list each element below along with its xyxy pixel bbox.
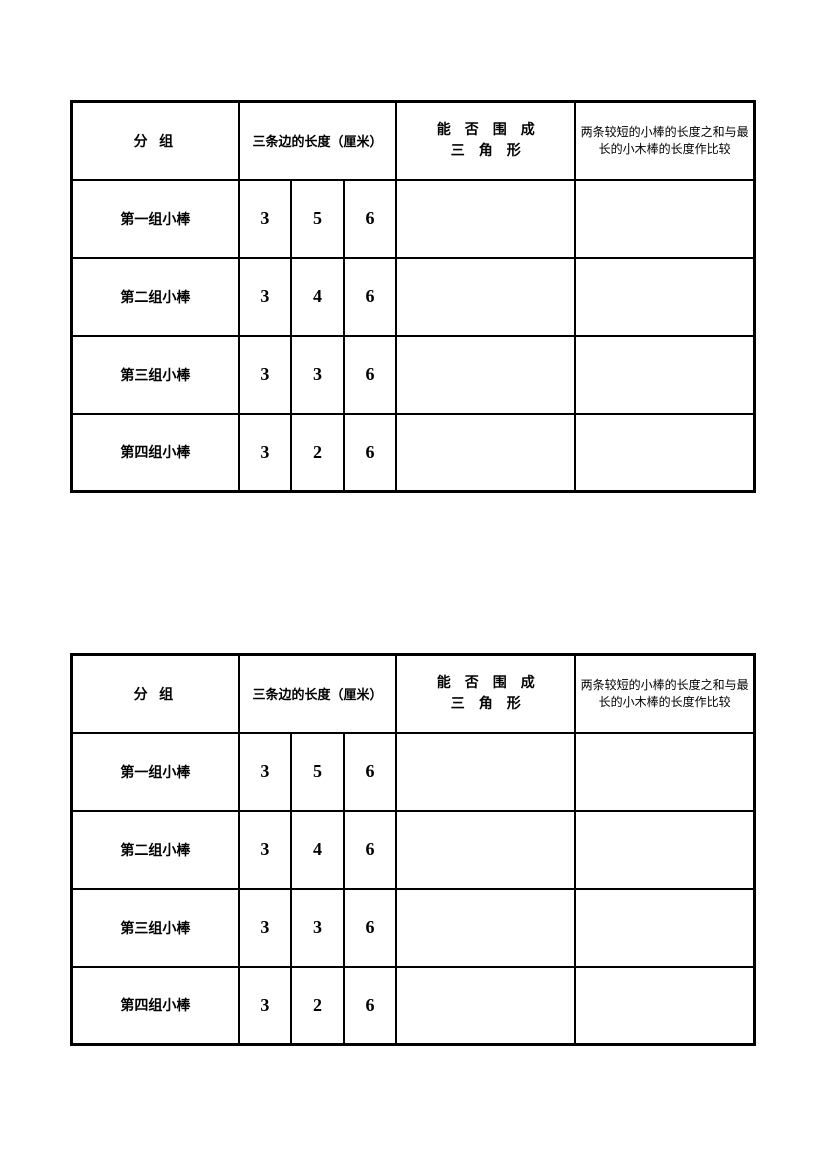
cell-c: 6	[344, 258, 397, 336]
cell-a: 3	[239, 811, 292, 889]
cell-b: 3	[291, 336, 344, 414]
cell-triangle	[396, 180, 575, 258]
header-group: 分 组	[72, 102, 239, 180]
table-row: 第二组小棒 3 4 6	[72, 811, 755, 889]
cell-c: 6	[344, 733, 397, 811]
cell-c: 6	[344, 180, 397, 258]
cell-a: 3	[239, 180, 292, 258]
cell-c: 6	[344, 889, 397, 967]
table-1: 分 组 三条边的长度（厘米） 能 否 围 成 三 角 形 两条较短的小棒的长度之…	[70, 100, 756, 493]
table-row: 第三组小棒 3 3 6	[72, 889, 755, 967]
cell-compare	[575, 811, 754, 889]
header-triangle-line1: 能 否 围 成	[437, 123, 535, 138]
cell-c: 6	[344, 967, 397, 1045]
cell-a: 3	[239, 258, 292, 336]
cell-a: 3	[239, 967, 292, 1045]
table-row: 第四组小棒 3 2 6	[72, 967, 755, 1045]
row-label: 第二组小棒	[72, 258, 239, 336]
header-lengths: 三条边的长度（厘米）	[239, 655, 397, 733]
row-label: 第四组小棒	[72, 967, 239, 1045]
table-row: 第二组小棒 3 4 6	[72, 258, 755, 336]
cell-a: 3	[239, 414, 292, 492]
row-label: 第四组小棒	[72, 414, 239, 492]
cell-b: 2	[291, 967, 344, 1045]
table-2: 分 组 三条边的长度（厘米） 能 否 围 成 三 角 形 两条较短的小棒的长度之…	[70, 653, 756, 1046]
cell-b: 4	[291, 811, 344, 889]
cell-b: 4	[291, 258, 344, 336]
row-label: 第一组小棒	[72, 180, 239, 258]
cell-a: 3	[239, 336, 292, 414]
header-triangle-line2: 三 角 形	[451, 697, 521, 712]
cell-b: 2	[291, 414, 344, 492]
row-label: 第三组小棒	[72, 336, 239, 414]
header-triangle: 能 否 围 成 三 角 形	[396, 102, 575, 180]
cell-triangle	[396, 967, 575, 1045]
cell-triangle	[396, 733, 575, 811]
table-header-row: 分 组 三条边的长度（厘米） 能 否 围 成 三 角 形 两条较短的小棒的长度之…	[72, 655, 755, 733]
table-row: 第一组小棒 3 5 6	[72, 733, 755, 811]
row-label: 第三组小棒	[72, 889, 239, 967]
cell-b: 5	[291, 180, 344, 258]
cell-triangle	[396, 811, 575, 889]
cell-a: 3	[239, 733, 292, 811]
cell-c: 6	[344, 811, 397, 889]
table-row: 第四组小棒 3 2 6	[72, 414, 755, 492]
header-group: 分 组	[72, 655, 239, 733]
cell-triangle	[396, 336, 575, 414]
cell-b: 5	[291, 733, 344, 811]
cell-compare	[575, 889, 754, 967]
cell-compare	[575, 967, 754, 1045]
table-header-row: 分 组 三条边的长度（厘米） 能 否 围 成 三 角 形 两条较短的小棒的长度之…	[72, 102, 755, 180]
cell-compare	[575, 258, 754, 336]
table-row: 第一组小棒 3 5 6	[72, 180, 755, 258]
cell-compare	[575, 180, 754, 258]
cell-triangle	[396, 258, 575, 336]
header-compare: 两条较短的小棒的长度之和与最长的小木棒的长度作比较	[575, 655, 754, 733]
header-triangle-line2: 三 角 形	[451, 144, 521, 159]
triangle-table-1: 分 组 三条边的长度（厘米） 能 否 围 成 三 角 形 两条较短的小棒的长度之…	[70, 100, 756, 493]
cell-triangle	[396, 889, 575, 967]
cell-compare	[575, 414, 754, 492]
cell-a: 3	[239, 889, 292, 967]
cell-compare	[575, 336, 754, 414]
cell-c: 6	[344, 336, 397, 414]
cell-b: 3	[291, 889, 344, 967]
header-compare: 两条较短的小棒的长度之和与最长的小木棒的长度作比较	[575, 102, 754, 180]
header-triangle-line1: 能 否 围 成	[437, 676, 535, 691]
row-label: 第一组小棒	[72, 733, 239, 811]
cell-triangle	[396, 414, 575, 492]
cell-c: 6	[344, 414, 397, 492]
cell-compare	[575, 733, 754, 811]
header-lengths: 三条边的长度（厘米）	[239, 102, 397, 180]
row-label: 第二组小棒	[72, 811, 239, 889]
triangle-table-2: 分 组 三条边的长度（厘米） 能 否 围 成 三 角 形 两条较短的小棒的长度之…	[70, 653, 756, 1046]
header-triangle: 能 否 围 成 三 角 形	[396, 655, 575, 733]
table-row: 第三组小棒 3 3 6	[72, 336, 755, 414]
